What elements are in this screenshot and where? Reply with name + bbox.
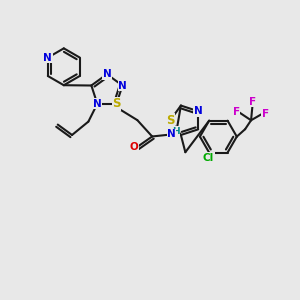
Text: O: O [129, 142, 138, 152]
Text: N: N [44, 52, 52, 63]
Text: N: N [93, 99, 102, 109]
Text: H: H [172, 127, 180, 136]
Text: N: N [167, 129, 176, 139]
Text: N: N [194, 106, 203, 116]
Text: F: F [262, 109, 269, 119]
Text: F: F [249, 97, 256, 107]
Text: N: N [118, 80, 127, 91]
Text: S: S [112, 97, 121, 110]
Text: F: F [232, 107, 240, 117]
Text: N: N [103, 69, 111, 79]
Text: S: S [166, 114, 175, 127]
Text: Cl: Cl [203, 153, 214, 163]
